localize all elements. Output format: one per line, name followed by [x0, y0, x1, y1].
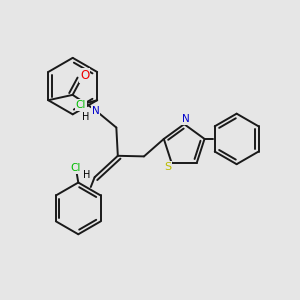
- Text: H: H: [82, 170, 90, 180]
- Text: Cl: Cl: [76, 100, 86, 110]
- Text: N: N: [92, 106, 99, 116]
- Text: S: S: [164, 162, 172, 172]
- Text: O: O: [80, 69, 89, 82]
- Text: N: N: [182, 114, 190, 124]
- Text: H: H: [82, 112, 89, 122]
- Text: Cl: Cl: [70, 163, 80, 173]
